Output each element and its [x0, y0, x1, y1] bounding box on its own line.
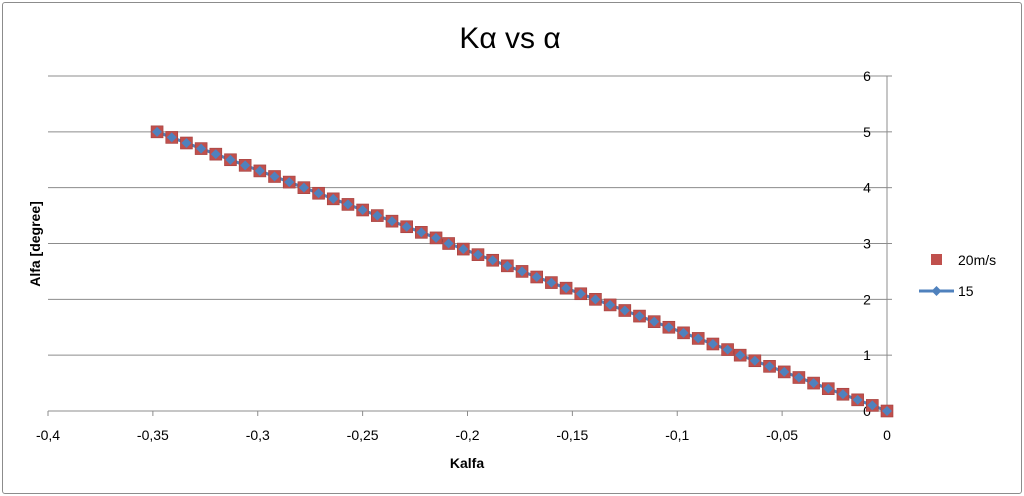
point-15-4 [210, 149, 221, 160]
x-tick-label-1: -0,35 [137, 427, 169, 443]
chart-title: Kα vs α [459, 22, 560, 55]
point-15-21 [458, 244, 469, 255]
point-15-46 [823, 383, 834, 394]
point-15-2 [181, 138, 192, 148]
y-axis-label: Alfa [degree] [27, 201, 43, 287]
point-15-40 [735, 350, 746, 361]
series-15-points [152, 126, 892, 416]
legend-label-15: 15 [958, 283, 974, 299]
point-15-6 [240, 160, 251, 171]
point-15-19 [431, 232, 442, 243]
point-15-11 [313, 188, 324, 199]
point-15-24 [502, 260, 513, 271]
x-tick-label-0: -0,4 [36, 427, 60, 443]
point-15-37 [693, 333, 704, 344]
y-tick-label-5: 5 [863, 124, 871, 140]
point-15-18 [416, 227, 427, 238]
point-15-10 [298, 182, 309, 193]
point-15-49 [867, 400, 878, 411]
point-15-13 [342, 199, 353, 210]
point-15-26 [531, 272, 542, 282]
point-15-45 [808, 378, 819, 389]
legend: 20m/s 15 [919, 252, 996, 299]
point-15-7 [254, 165, 265, 176]
y-tick-label-1: 1 [863, 347, 871, 363]
legend-marker-15 [931, 286, 942, 296]
point-15-1 [166, 132, 177, 143]
point-15-5 [225, 154, 236, 165]
point-15-0 [152, 126, 163, 137]
point-15-25 [517, 266, 528, 277]
point-15-3 [196, 143, 207, 154]
y-tick-label-2: 2 [863, 291, 871, 307]
point-15-34 [649, 316, 660, 327]
point-15-9 [284, 177, 295, 188]
y-tick-label-3: 3 [863, 236, 871, 252]
point-15-33 [634, 311, 645, 322]
x-tick-label-5: -0,15 [556, 427, 588, 443]
point-15-20 [443, 238, 454, 249]
point-15-43 [779, 366, 790, 377]
point-15-27 [546, 277, 557, 288]
point-15-35 [663, 322, 674, 333]
x-tick-label-2: -0,3 [246, 427, 270, 443]
y-tick-label-4: 4 [863, 180, 871, 196]
point-15-47 [837, 389, 848, 400]
point-15-29 [575, 288, 586, 299]
point-15-31 [605, 299, 616, 310]
point-15-36 [678, 327, 689, 338]
point-15-22 [472, 249, 483, 260]
point-15-23 [487, 255, 498, 266]
point-15-39 [722, 344, 733, 355]
y-tick-label-6: 6 [863, 68, 871, 84]
point-15-42 [764, 361, 775, 372]
point-15-48 [852, 394, 863, 405]
x-axis-label: Kalfa [450, 455, 484, 471]
x-tick-label-8: 0 [883, 427, 891, 443]
point-15-17 [401, 221, 412, 232]
x-tick-label-6: -0,1 [665, 427, 689, 443]
x-tick-labels: -0,4 -0,35 -0,3 -0,25 -0,2 -0,15 -0,1 -0,05 0 [36, 427, 891, 443]
point-15-28 [561, 283, 572, 294]
point-15-38 [707, 339, 718, 349]
point-15-15 [372, 210, 383, 221]
x-tick-label-4: -0,2 [455, 427, 479, 443]
point-15-41 [749, 355, 760, 366]
legend-label-20ms: 20m/s [958, 252, 996, 268]
point-15-8 [269, 171, 280, 182]
x-tick-label-3: -0,25 [347, 427, 379, 443]
point-15-16 [386, 216, 397, 227]
legend-marker-20ms [931, 254, 942, 265]
x-tick-label-7: -0,05 [766, 427, 798, 443]
point-15-50 [882, 406, 892, 416]
point-15-44 [793, 372, 804, 383]
point-15-30 [590, 294, 601, 305]
point-15-14 [357, 205, 368, 215]
point-15-32 [619, 305, 630, 316]
point-15-12 [328, 193, 339, 204]
